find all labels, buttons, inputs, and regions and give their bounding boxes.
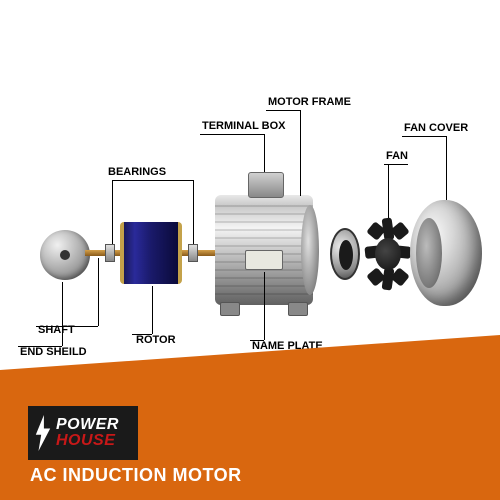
name-plate-part	[245, 250, 283, 270]
fan-cover-part	[410, 200, 482, 306]
label-end-shield: END SHEILD	[20, 346, 87, 358]
rotor-part	[120, 222, 182, 284]
footer: POWER HOUSE AC INDUCTION MOTOR	[0, 390, 500, 500]
label-fan-cover: FAN COVER	[404, 122, 468, 134]
bearing-cap-part	[330, 228, 360, 280]
terminal-box-part	[248, 172, 284, 198]
fan-part	[365, 218, 411, 290]
label-motor-frame: MOTOR FRAME	[268, 96, 351, 108]
brand-line2: HOUSE	[56, 433, 119, 449]
label-terminal-box: TERMINAL BOX	[202, 120, 286, 132]
label-fan: FAN	[386, 150, 408, 162]
page-title: AC INDUCTION MOTOR	[30, 465, 242, 486]
end-shield-part	[40, 230, 90, 280]
label-rotor: ROTOR	[136, 334, 176, 346]
brand-text: POWER HOUSE	[56, 417, 119, 449]
bolt-icon	[34, 414, 52, 452]
bearing-part	[188, 244, 198, 262]
label-bearings: BEARINGS	[108, 166, 166, 178]
bearing-part	[105, 244, 115, 262]
brand-logo: POWER HOUSE	[28, 406, 138, 460]
brand-line1: POWER	[56, 416, 119, 433]
